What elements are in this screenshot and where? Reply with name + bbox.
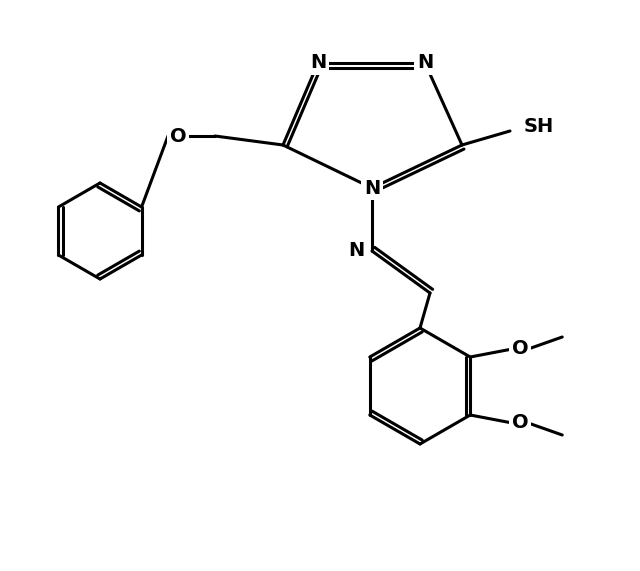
Text: N: N: [310, 54, 326, 73]
Text: SH: SH: [524, 118, 554, 136]
Text: O: O: [170, 127, 186, 146]
Text: O: O: [512, 413, 529, 432]
Text: N: N: [348, 242, 364, 260]
Text: N: N: [417, 54, 433, 73]
Text: N: N: [364, 179, 380, 198]
Text: O: O: [512, 340, 529, 359]
